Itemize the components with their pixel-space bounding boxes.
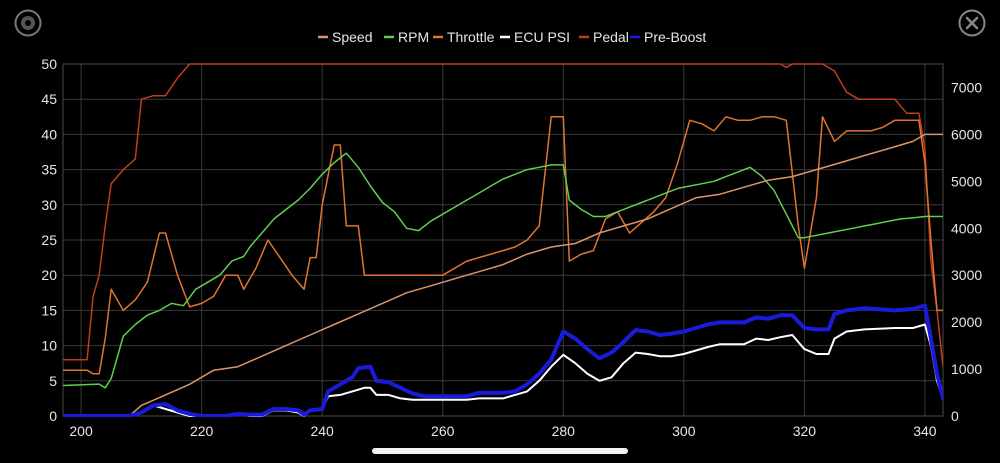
x-tick-label: 340 (913, 423, 937, 439)
x-tick-label: 280 (552, 423, 576, 439)
series-line-pedal (63, 63, 943, 368)
legend-item-throttle[interactable]: Throttle (433, 29, 495, 45)
x-tick-label: 320 (793, 423, 817, 439)
x-tick-label: 200 (69, 423, 93, 439)
legend-item-pre-boost[interactable]: Pre-Boost (630, 29, 706, 45)
y-left-tick-label: 20 (41, 267, 57, 283)
y-left-tick-label: 45 (41, 91, 57, 107)
legend-label: Throttle (447, 29, 495, 45)
close-button[interactable] (958, 9, 986, 37)
y-right-tick-label: 5000 (951, 173, 982, 189)
legend-label: Pre-Boost (644, 29, 706, 45)
y-left-tick-label: 5 (49, 373, 57, 389)
y-right-tick-label: 2000 (951, 314, 982, 330)
grid (62, 63, 944, 417)
y-left-tick-label: 15 (41, 302, 57, 318)
series-line-ecu-psi (63, 323, 943, 417)
settings-button[interactable] (14, 9, 42, 37)
close-icon (958, 9, 986, 37)
y-left-tick-label: 0 (49, 408, 57, 424)
y-right-tick-label: 1000 (951, 361, 982, 377)
y-left-tick-label: 50 (41, 56, 57, 72)
y-right-tick-label: 4000 (951, 220, 982, 236)
x-tick-label: 260 (431, 423, 455, 439)
legend-item-ecu-psi[interactable]: ECU PSI (500, 29, 570, 45)
axes: 0 5 10 15 20 25 30 35 40 45 50 0 1000 2000 3000 4000 500… (41, 56, 982, 439)
gear-icon (14, 9, 42, 37)
series-layer (63, 63, 943, 417)
series-line-speed (63, 133, 943, 417)
y-right-tick-label: 7000 (951, 79, 982, 95)
legend-item-speed[interactable]: Speed (318, 29, 372, 45)
y-left-tick-label: 40 (41, 126, 57, 142)
x-tick-label: 300 (672, 423, 696, 439)
y-left-tick-label: 10 (41, 338, 57, 354)
x-tick-label: 240 (310, 423, 334, 439)
series-line-rpm (63, 152, 943, 389)
legend[interactable]: Speed RPM Throttle ECU PSI Pedal Pre-Boost (318, 29, 706, 45)
series-line-pre-boost (63, 303, 943, 417)
y-right-tick-label: 3000 (951, 267, 982, 283)
legend-label: Speed (332, 29, 372, 45)
home-indicator (372, 448, 628, 454)
legend-label: ECU PSI (514, 29, 570, 45)
y-right-tick-label: 0 (951, 408, 959, 424)
y-left-tick-label: 25 (41, 232, 57, 248)
legend-label: Pedal (593, 29, 629, 45)
x-tick-label: 220 (190, 423, 214, 439)
y-left-tick-label: 35 (41, 162, 57, 178)
legend-label: RPM (398, 29, 429, 45)
y-left-tick-label: 30 (41, 197, 57, 213)
legend-item-pedal[interactable]: Pedal (579, 29, 629, 45)
legend-item-rpm[interactable]: RPM (384, 29, 429, 45)
y-right-tick-label: 6000 (951, 126, 982, 142)
series-line-throttle (63, 116, 943, 375)
